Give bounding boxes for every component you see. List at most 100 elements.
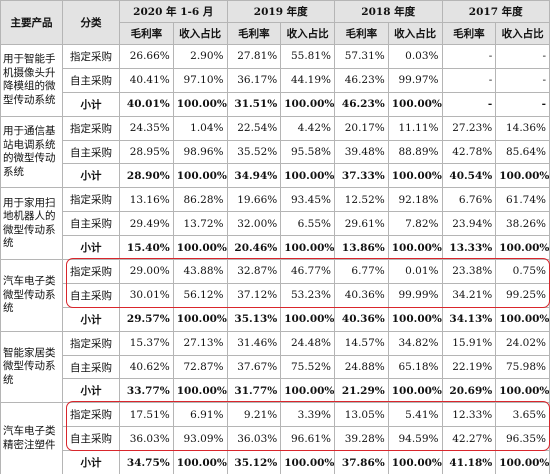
value-cell: 100.00% (387, 91, 443, 117)
value-cell: 36.17% (226, 67, 282, 93)
value-cell: 28.90% (119, 163, 174, 189)
value-cell: 3.65% (495, 402, 550, 428)
value-cell: 93.45% (280, 187, 335, 213)
value-cell: 27.23% (441, 115, 497, 141)
value-cell: 26.66% (119, 44, 174, 69)
value-cell: 28.95% (119, 139, 174, 165)
value-cell: 40.36% (334, 306, 389, 332)
value-cell: 61.74% (495, 187, 550, 213)
category-cell: 指定采购 (62, 44, 120, 69)
value-cell: 100.00% (172, 91, 228, 117)
value-cell: 96.35% (495, 426, 550, 452)
value-cell: 99.97% (387, 67, 443, 93)
value-cell: 85.64% (495, 139, 550, 165)
value-cell: 29.57% (119, 306, 174, 332)
metric-header: 毛利率 (334, 22, 389, 45)
category-cell: 指定采购 (62, 187, 120, 213)
value-cell: 100.00% (495, 235, 550, 261)
value-cell: 93.09% (172, 426, 228, 452)
value-cell: 42.78% (441, 139, 497, 165)
period-header: 2020 年 1-6 月 (119, 0, 228, 23)
value-cell: 86.28% (172, 187, 228, 213)
value-cell: - (495, 91, 550, 117)
metric-header: 收入占比 (280, 22, 335, 45)
value-cell: 100.00% (387, 163, 443, 189)
value-cell: 37.67% (226, 354, 282, 380)
value-cell: 46.77% (280, 259, 335, 284)
value-cell: 21.29% (334, 378, 389, 404)
category-cell: 小计 (62, 450, 120, 474)
value-cell: 40.36% (334, 282, 389, 308)
value-cell: 12.52% (334, 187, 389, 213)
category-cell: 小计 (62, 91, 120, 117)
category-cell: 小计 (62, 163, 120, 189)
value-cell: 24.35% (119, 115, 174, 141)
value-cell: 24.48% (280, 330, 335, 356)
value-cell: 100.00% (387, 378, 443, 404)
value-cell: 95.58% (280, 139, 335, 165)
value-cell: 100.00% (172, 450, 228, 474)
value-cell: 37.33% (334, 163, 389, 189)
value-cell: 15.37% (119, 330, 174, 356)
product-cell: 智能家居类微型传动系统 (0, 330, 63, 404)
value-cell: 0.01% (387, 259, 443, 284)
product-cell: 用于智能手机摄像头升降模组的微型传动系统 (0, 44, 63, 117)
product-cell: 用于家用扫地机器人的微型传动系统 (0, 187, 63, 261)
value-cell: 22.54% (226, 115, 282, 141)
value-cell: 40.62% (119, 354, 174, 380)
header-cell: 分类 (62, 0, 120, 45)
period-header: 2019 年度 (226, 0, 335, 23)
value-cell: 100.00% (387, 450, 443, 474)
value-cell: 38.26% (495, 211, 550, 237)
value-cell: 4.42% (280, 115, 335, 141)
data-row: 自主采购 40.41% 97.10% 36.17% 44.19% 46.23% 99.97%… (1, 67, 550, 93)
value-cell: 56.12% (172, 282, 228, 308)
value-cell: 100.00% (387, 235, 443, 261)
value-cell: 35.13% (226, 306, 282, 332)
data-row: 用于通信基站电调系统的微型传动系统 指定采购 24.35% 1.04% 22.54% 4.… (0, 115, 550, 189)
data-row: 智能家居类微型传动系统 指定采购 15.37% 27.13% 31.46% 24.48% 1… (0, 330, 550, 404)
value-cell: 35.12% (226, 450, 282, 474)
metric-header: 收入占比 (495, 22, 550, 45)
product-cell: 用于通信基站电调系统的微型传动系统 (0, 115, 63, 189)
value-cell: 88.89% (387, 139, 443, 165)
value-cell: 20.69% (441, 378, 497, 404)
value-cell: 6.55% (280, 211, 335, 237)
value-cell: 30.01% (119, 282, 174, 308)
value-cell: 57.31% (334, 44, 389, 69)
value-cell: 44.19% (280, 67, 335, 93)
value-cell: 100.00% (495, 163, 550, 189)
value-cell: 12.33% (441, 402, 497, 428)
value-cell: 100.00% (495, 378, 550, 404)
value-cell: 39.48% (334, 139, 389, 165)
data-row: 小计 40.01% 100.00% 31.51% 100.00% 46.23% 100.00… (1, 91, 550, 117)
value-cell: 6.91% (172, 402, 228, 428)
value-cell: 6.77% (334, 259, 389, 284)
category-cell: 指定采购 (62, 402, 120, 428)
category-cell: 自主采购 (62, 211, 120, 237)
value-cell: 6.76% (441, 187, 497, 213)
value-cell: 46.23% (334, 91, 389, 117)
value-cell: 43.88% (172, 259, 228, 284)
value-cell: 100.00% (280, 306, 335, 332)
metric-header: 收入占比 (172, 22, 228, 45)
value-cell: 72.87% (172, 354, 228, 380)
value-cell: 32.00% (226, 211, 282, 237)
data-row: 自主采购 29.49% 13.72% 32.00% 6.55% 29.61% 7.82% 23… (1, 211, 550, 237)
value-cell: 24.88% (334, 354, 389, 380)
value-cell: - (495, 67, 550, 93)
value-cell: 7.82% (387, 211, 443, 237)
value-cell: 17.51% (119, 402, 174, 428)
value-cell: 100.00% (495, 450, 550, 474)
value-cell: 15.40% (119, 235, 174, 261)
value-cell: 34.21% (441, 282, 497, 308)
data-row: 小计 28.90% 100.00% 34.94% 100.00% 37.33% 100.00… (1, 163, 550, 189)
data-row: 汽车电子类微型传动系统 指定采购 29.00% 43.88% 32.87% 46.77% 6… (0, 259, 550, 332)
value-cell: 20.17% (334, 115, 389, 141)
data-row: 自主采购 40.62% 72.87% 37.67% 75.52% 24.88% 65.18%… (1, 354, 550, 380)
metric-header: 毛利率 (441, 22, 497, 45)
value-cell: 3.39% (280, 402, 335, 428)
value-cell: 29.49% (119, 211, 174, 237)
value-cell: 20.46% (226, 235, 282, 261)
value-cell: 24.02% (495, 330, 550, 356)
